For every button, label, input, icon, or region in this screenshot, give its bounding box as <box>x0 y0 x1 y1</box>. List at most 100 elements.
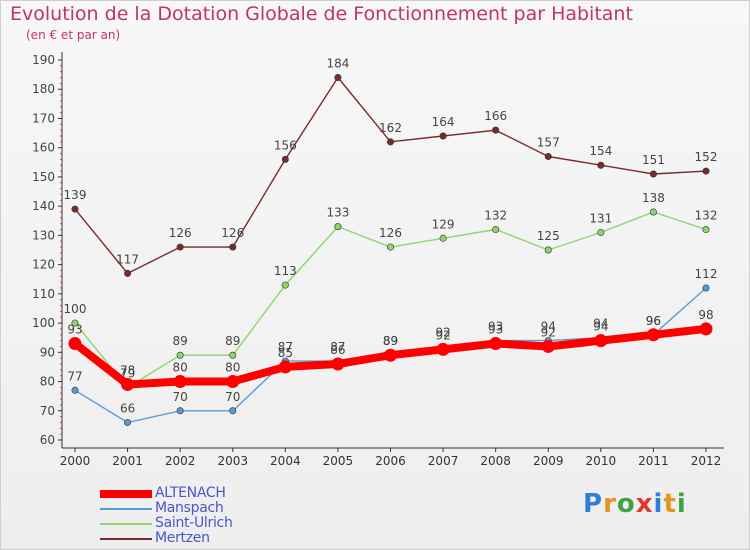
x-tick-label: 2003 <box>217 454 248 468</box>
y-tick-label: 130 <box>32 228 55 242</box>
y-tick-label: 120 <box>32 258 55 272</box>
data-point-saint-ulrich <box>702 226 710 234</box>
data-point-mertzen <box>597 161 605 169</box>
data-label-manspach: 77 <box>67 369 82 383</box>
y-tick-label: 170 <box>32 111 55 125</box>
legend-label: Mertzen <box>155 530 210 546</box>
data-label-mertzen: 126 <box>221 226 244 240</box>
data-point-mertzen <box>386 138 394 146</box>
data-point-mertzen <box>334 74 342 82</box>
legend-swatch-mertzen <box>100 538 152 540</box>
data-label-saint-ulrich: 129 <box>432 217 455 231</box>
legend-swatch-manspach <box>100 508 152 510</box>
x-tick-label: 2000 <box>60 454 91 468</box>
data-label-mertzen: 156 <box>274 138 297 152</box>
data-point-saint-ulrich <box>386 243 394 251</box>
data-label-altenach: 96 <box>646 314 661 328</box>
data-label-manspach: 66 <box>120 401 135 415</box>
chart-title: Evolution de la Dotation Globale de Fonc… <box>10 3 633 25</box>
data-point-mertzen <box>492 126 500 134</box>
data-label-manspach: 70 <box>225 390 240 404</box>
data-label-mertzen: 152 <box>695 150 718 164</box>
data-point-altenach <box>68 337 82 351</box>
data-label-saint-ulrich: 79 <box>120 366 135 380</box>
logo-letter: r <box>603 489 617 519</box>
x-tick-label: 2001 <box>112 454 143 468</box>
data-point-altenach <box>384 348 397 362</box>
data-point-mertzen <box>649 170 657 178</box>
data-label-altenach: 94 <box>593 320 608 334</box>
data-label-saint-ulrich: 113 <box>274 264 297 278</box>
data-label-altenach: 93 <box>67 323 82 337</box>
data-point-altenach <box>699 322 713 336</box>
legend-label: ALTENACH <box>155 485 226 501</box>
data-point-manspach <box>176 407 184 415</box>
data-point-manspach <box>702 284 710 292</box>
data-point-altenach <box>278 360 292 374</box>
y-tick-label: 90 <box>40 345 55 359</box>
data-point-saint-ulrich <box>71 319 79 327</box>
data-point-mertzen <box>71 205 79 213</box>
data-point-altenach <box>541 339 555 353</box>
data-point-saint-ulrich <box>281 281 289 289</box>
data-label-altenach: 80 <box>225 361 240 375</box>
data-point-mertzen <box>229 243 237 251</box>
data-label-manspach: 93 <box>488 320 503 334</box>
data-label-saint-ulrich: 89 <box>225 334 240 348</box>
data-point-altenach <box>646 328 660 342</box>
data-label-saint-ulrich: 132 <box>695 209 718 223</box>
data-point-mertzen <box>124 269 132 277</box>
data-point-saint-ulrich <box>176 351 184 359</box>
data-point-altenach <box>594 334 608 348</box>
data-label-saint-ulrich: 133 <box>326 206 349 220</box>
data-label-saint-ulrich: 132 <box>484 209 507 223</box>
data-point-saint-ulrich <box>544 246 552 254</box>
chart-series-lines <box>68 74 713 426</box>
data-label-mertzen: 151 <box>642 153 665 167</box>
legend-label: Saint-Ulrich <box>155 515 233 531</box>
x-tick-label: 2011 <box>638 454 669 468</box>
data-label-saint-ulrich: 89 <box>173 334 188 348</box>
legend-swatch-saint-ulrich <box>100 523 152 525</box>
legend-label: Manspach <box>155 500 224 516</box>
data-label-manspach: 89 <box>383 334 398 348</box>
y-tick-label: 150 <box>32 170 55 184</box>
x-tick-label: 2007 <box>428 454 459 468</box>
data-label-mertzen: 157 <box>537 135 560 149</box>
x-tick-label: 2010 <box>586 454 617 468</box>
x-tick-label: 2002 <box>165 454 196 468</box>
data-label-altenach: 78 <box>120 363 135 377</box>
data-label-manspach: 94 <box>541 320 556 334</box>
data-label-manspach: 94 <box>593 317 608 331</box>
data-point-saint-ulrich <box>229 351 237 359</box>
x-tick-label: 2004 <box>270 454 301 468</box>
data-label-mertzen: 184 <box>326 57 349 71</box>
chart-axes: 60 70 80 90 100 110 120 130 140 150 160 170 180 190 20… <box>32 52 724 468</box>
data-point-saint-ulrich <box>439 234 447 242</box>
y-tick-label: 190 <box>32 53 55 67</box>
data-label-mertzen: 164 <box>432 115 455 129</box>
x-tick-label: 2009 <box>533 454 564 468</box>
data-point-mertzen <box>281 155 289 163</box>
data-label-manspach: 112 <box>695 267 718 281</box>
x-tick-label: 2006 <box>375 454 406 468</box>
data-label-manspach: 92 <box>435 325 450 339</box>
data-point-mertzen <box>439 132 447 140</box>
logo-letter: o <box>616 489 636 519</box>
data-label-altenach: 80 <box>173 361 188 375</box>
data-point-altenach <box>331 357 345 371</box>
data-label-saint-ulrich: 138 <box>642 191 665 205</box>
data-point-saint-ulrich <box>649 208 657 216</box>
data-point-mertzen <box>176 243 184 251</box>
chart-subtitle: (en € et par an) <box>26 28 121 42</box>
data-label-mertzen: 162 <box>379 121 402 135</box>
data-label-altenach: 89 <box>383 334 398 348</box>
data-point-altenach <box>489 337 503 351</box>
data-label-altenach: 98 <box>698 308 713 322</box>
data-point-mertzen <box>702 167 710 175</box>
data-label-mertzen: 154 <box>589 144 612 158</box>
x-tick-label: 2008 <box>480 454 511 468</box>
data-label-saint-ulrich: 131 <box>589 211 612 225</box>
legend-swatch-altenach <box>100 490 152 498</box>
